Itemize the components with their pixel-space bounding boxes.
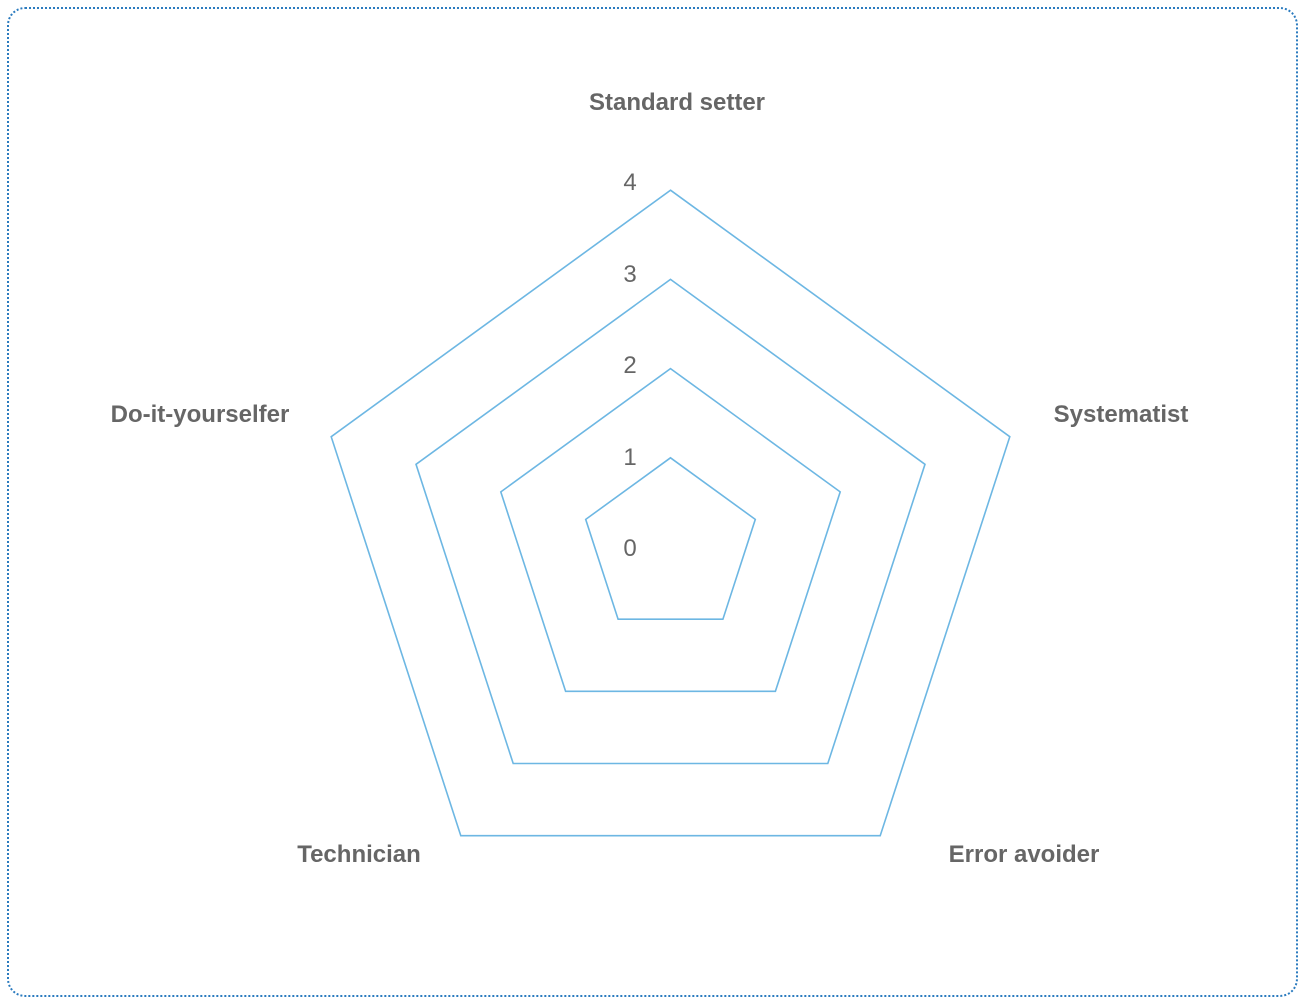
tick-label-0: 0 [623, 535, 636, 562]
axis-label-technician: Technician [297, 841, 421, 868]
tick-label-1: 1 [623, 444, 636, 471]
tick-label-2: 2 [623, 352, 636, 379]
axis-label-standard-setter: Standard setter [589, 89, 765, 116]
grid-ring-4 [330, 189, 1011, 837]
grid-ring-3 [415, 278, 926, 765]
axis-label-systematist: Systematist [1054, 401, 1189, 428]
grid-ring-2 [499, 367, 842, 693]
axis-labels: Standard setter Systematist Error avoide… [111, 89, 1189, 868]
tick-label-3: 3 [623, 261, 636, 288]
radar-grid [330, 189, 1011, 837]
tick-labels: 0 1 2 3 4 [623, 169, 636, 562]
grid-ring-1 [584, 456, 757, 621]
axis-label-do-it-yourselfer: Do-it-yourselfer [111, 401, 290, 428]
tick-label-4: 4 [623, 169, 636, 196]
axis-label-error-avoider: Error avoider [949, 841, 1100, 868]
